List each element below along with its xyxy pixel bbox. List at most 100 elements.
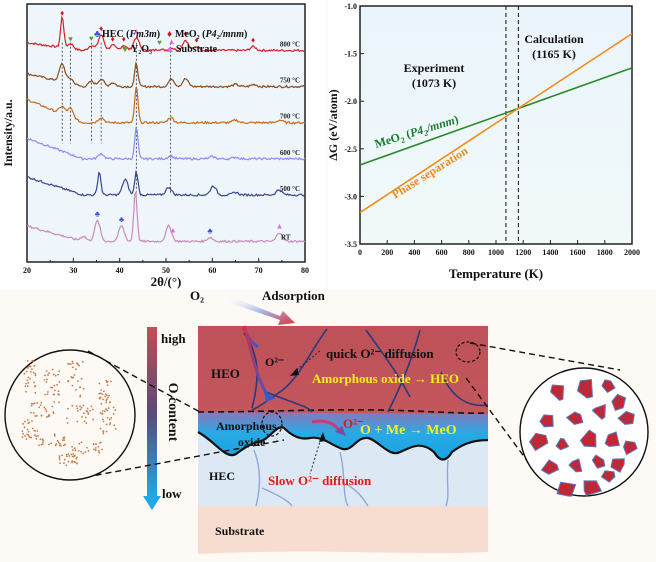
quick-diffusion-pointer <box>293 350 321 373</box>
atom-dot <box>53 393 56 396</box>
atom-dot <box>32 360 35 362</box>
o2-entry-arrow-icon <box>241 326 259 349</box>
atom-dot <box>70 453 73 456</box>
atom-dot <box>101 448 103 451</box>
atom-dot <box>29 370 32 373</box>
club-marker-icon: ♣ <box>119 215 125 224</box>
atom-dot <box>112 406 115 409</box>
atom-dot <box>84 451 87 453</box>
heo-grain-boundaries <box>243 328 489 413</box>
grain <box>539 414 554 428</box>
atom-dot <box>102 420 105 423</box>
grain <box>617 410 635 426</box>
dg-panel: -3.5 -3.0 -2.5 -2.0 -1.5 -1.0 0 200 400 600 800 10… <box>326 0 656 290</box>
atom-dot <box>65 464 68 467</box>
atom-dot <box>53 389 56 392</box>
atom-dot <box>91 408 94 411</box>
atom-dot <box>53 401 56 403</box>
atom-dot <box>85 422 88 425</box>
o2minus-label-top: O²⁻ <box>265 355 284 369</box>
atom-dot <box>24 435 26 437</box>
atom-dot <box>48 443 50 446</box>
atom-dot <box>76 420 79 423</box>
atom-dot <box>105 379 108 382</box>
atom-dot <box>42 439 45 442</box>
atom-dot <box>29 436 31 439</box>
atom-dot <box>74 449 77 452</box>
x-tick-label: 2000 <box>624 248 640 257</box>
diamond-icon: ♦ <box>167 29 172 40</box>
atom-dot <box>57 390 60 393</box>
atom-dot <box>66 422 69 424</box>
atom-dot <box>75 457 78 460</box>
atom-dot <box>103 410 106 413</box>
atom-dot <box>26 379 29 382</box>
atom-dot <box>59 444 61 447</box>
reaction-label: O + Me → MeO <box>360 423 457 438</box>
atom-dot <box>34 372 37 375</box>
atom-dot <box>72 376 75 379</box>
triangle-marker-icon: ▲ <box>132 27 140 36</box>
atom-dot <box>34 374 37 377</box>
atom-dot <box>56 383 58 386</box>
grain <box>622 440 638 456</box>
atom-dot <box>25 438 28 440</box>
x-tick-label: 1000 <box>488 248 504 257</box>
atom-dot <box>26 359 29 362</box>
grain <box>591 454 606 469</box>
atom-dot <box>109 401 111 403</box>
atom-dot <box>55 443 58 446</box>
atom-dot <box>89 409 91 412</box>
atom-dot <box>105 430 108 433</box>
atom-dot <box>66 455 68 458</box>
grain <box>604 431 621 448</box>
atom-dot <box>92 442 95 445</box>
atom-dot <box>39 438 42 441</box>
atom-dot <box>54 374 57 377</box>
club-marker-icon: ♣ <box>95 210 101 219</box>
atom-dot <box>61 439 64 442</box>
atom-dot <box>67 407 69 410</box>
atom-dot <box>98 451 101 454</box>
atom-dot <box>106 381 108 384</box>
atom-dot <box>24 385 27 388</box>
dg-plot-frame <box>359 5 633 245</box>
atom-dot <box>29 377 31 380</box>
dg-line-1 <box>359 32 633 214</box>
atom-dot <box>31 427 34 430</box>
atom-dot <box>73 374 76 376</box>
atom-dot <box>27 430 30 433</box>
heo-label: HEO <box>211 366 240 381</box>
amorphous-highlight-circle <box>261 411 283 437</box>
atom-dot <box>77 380 79 383</box>
atom-dot <box>104 393 107 396</box>
dg-line-0 <box>359 67 633 166</box>
y-tick-label: -3.5 <box>344 240 357 249</box>
diamond-marker-icon: ♦ <box>60 8 64 17</box>
atom-dot <box>82 412 85 415</box>
atom-dot <box>109 422 112 424</box>
xrd-x-ticks: 20 30 40 50 60 70 80 <box>23 258 309 275</box>
atom-dot <box>106 409 109 412</box>
atom-dot <box>25 390 27 393</box>
atom-dot <box>43 379 46 381</box>
amorphous-to-heo-label: Amorphous oxide → HEO <box>312 371 459 386</box>
grain <box>556 481 577 497</box>
atom-dot <box>97 449 100 452</box>
legend-item-substrate: ▲ Substrate <box>165 44 218 55</box>
atom-dot <box>58 456 61 459</box>
down-arrow-icon <box>143 496 161 510</box>
atom-dot <box>42 441 44 444</box>
xrd-legend: ♣ HEC (Fm3m) ♦ MeO₂ (P4₂/mnm) ♥ Y₂O₃ ▲ S… <box>94 29 247 55</box>
grain <box>528 432 549 452</box>
slow-diffusion-pointer <box>309 434 323 475</box>
x-tick-label: 800 <box>463 248 475 257</box>
series-label: 800 °C <box>280 40 300 48</box>
atom-dot <box>82 452 85 455</box>
series-label: 750 °C <box>280 77 300 85</box>
atom-dot <box>72 453 75 455</box>
right-zoom-line-top <box>469 342 621 371</box>
atom-dot <box>52 373 55 376</box>
